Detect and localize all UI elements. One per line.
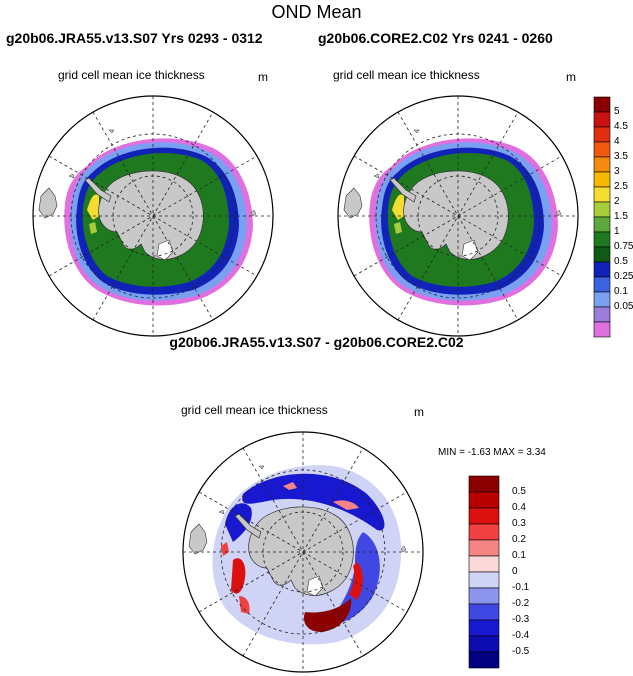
left-unit-label: m (258, 70, 268, 84)
right-polar-map (337, 95, 579, 337)
colorbar-label: 5 (614, 106, 620, 117)
colorbar-label: 0.5 (512, 486, 526, 497)
colorbar-label: 3 (614, 166, 620, 177)
colorbar-swatch (468, 635, 500, 653)
colorbar-label: 0 (512, 566, 518, 577)
right-map-border (337, 95, 579, 337)
colorbar-label: 2 (614, 196, 620, 207)
left-variable-label: grid cell mean ice thickness (58, 68, 205, 82)
colorbar-label: -0.4 (512, 630, 530, 641)
colorbar-swatch (593, 231, 611, 248)
colorbar-label: -0.2 (512, 598, 530, 609)
minmax-label: MIN = -1.63 MAX = 3.34 (438, 447, 546, 458)
colorbar-swatch (593, 306, 611, 323)
colorbar-swatch (593, 156, 611, 173)
colorbar-swatch (593, 246, 611, 263)
left-run-title: g20b06.JRA55.v13.S07 Yrs 0293 - 0312 (6, 30, 263, 46)
colorbar-label: 0.3 (512, 518, 526, 529)
colorbar-swatch (468, 587, 500, 605)
colorbar-swatch (593, 171, 611, 188)
colorbar-label: -0.3 (512, 614, 530, 625)
colorbar-swatch (593, 126, 611, 143)
difference-colorbar (468, 475, 500, 669)
right-run-title: g20b06.CORE2.C02 Yrs 0241 - 0260 (318, 30, 553, 46)
difference-polar-map (182, 431, 424, 673)
colorbar-swatch (468, 523, 500, 541)
ice-thickness-colorbar (593, 96, 611, 338)
ice-thickness-colorbar-labels: 5 4.5 4 3.5 3 2.5 2 1.5 1 0.75 0.5 0.25 0.1 0.05 (614, 97, 633, 337)
colorbar-swatch (468, 571, 500, 589)
colorbar-swatch (468, 507, 500, 525)
colorbar-label: -0.1 (512, 582, 530, 593)
colorbar-label: 3.5 (614, 151, 628, 162)
colorbar-label: 0.1 (512, 550, 526, 561)
colorbar-swatch (468, 651, 500, 669)
colorbar-swatch (593, 201, 611, 218)
difference-colorbar-labels: 0.5 0.4 0.3 0.2 0.1 0 -0.1 -0.2 -0.3 -0.4 -0.5 (512, 476, 542, 668)
colorbar-label: 0.1 (614, 286, 628, 297)
colorbar-swatch (593, 261, 611, 278)
diff-unit-label: m (414, 405, 424, 419)
colorbar-label: -0.5 (512, 646, 530, 657)
left-polar-map (32, 95, 274, 337)
colorbar-swatch (593, 111, 611, 128)
diff-variable-label: grid cell mean ice thickness (181, 403, 328, 417)
colorbar-swatch (593, 141, 611, 158)
difference-title: g20b06.JRA55.v13.S07 - g20b06.CORE2.C02 (169, 334, 464, 350)
colorbar-label: 0.4 (512, 502, 526, 513)
left-map-border (32, 95, 274, 337)
colorbar-swatch (468, 555, 500, 573)
colorbar-swatch (468, 491, 500, 509)
colorbar-label: 0.05 (614, 301, 633, 312)
colorbar-swatch (593, 321, 611, 338)
colorbar-swatch (593, 216, 611, 233)
colorbar-swatch (593, 96, 611, 113)
colorbar-swatch (593, 291, 611, 308)
right-variable-label: grid cell mean ice thickness (333, 68, 480, 82)
diff-map-border (182, 431, 424, 673)
colorbar-label: 0.75 (614, 241, 633, 252)
colorbar-label: 4.5 (614, 121, 628, 132)
colorbar-swatch (593, 186, 611, 203)
colorbar-swatch (468, 619, 500, 637)
figure-title: OND Mean (271, 2, 362, 22)
colorbar-label: 2.5 (614, 181, 628, 192)
colorbar-label: 0.5 (614, 256, 628, 267)
colorbar-label: 1.5 (614, 211, 628, 222)
colorbar-swatch (468, 603, 500, 621)
colorbar-label: 0.2 (512, 534, 526, 545)
colorbar-swatch (593, 276, 611, 293)
colorbar-label: 4 (614, 136, 620, 147)
colorbar-label: 0.25 (614, 271, 633, 282)
colorbar-label: 1 (614, 226, 620, 237)
colorbar-swatch (468, 539, 500, 557)
colorbar-swatch (468, 475, 500, 493)
right-unit-label: m (566, 70, 576, 84)
